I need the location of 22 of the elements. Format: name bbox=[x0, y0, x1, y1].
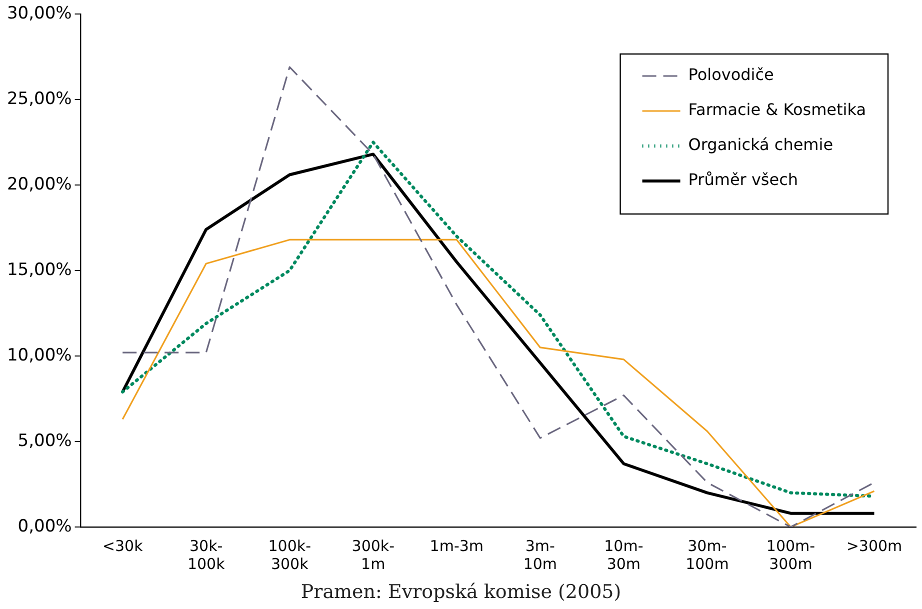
y-tick-label: 10,00% bbox=[6, 345, 72, 366]
legend-label: Polovodiče bbox=[688, 65, 774, 84]
x-tick-label: 3m-10m bbox=[523, 536, 558, 573]
x-tick-label: 10m-30m bbox=[604, 536, 644, 573]
x-tick-label: 1m-3m bbox=[430, 536, 484, 555]
legend-label: Organická chemie bbox=[688, 135, 834, 154]
x-tick-label: 30m-100m bbox=[686, 536, 729, 573]
x-tick-label: 30k-100k bbox=[187, 536, 226, 573]
x-tick-label: 300k-1m bbox=[352, 536, 394, 573]
y-tick-label: 25,00% bbox=[6, 88, 72, 109]
x-tick-label: <30k bbox=[102, 536, 144, 555]
legend-label: Průměr všech bbox=[688, 170, 798, 190]
y-tick-label: 15,00% bbox=[6, 260, 72, 280]
x-tick-label: >300m bbox=[846, 536, 902, 555]
text: Pramen: Evropská komise (2005) bbox=[300, 580, 622, 605]
y-tick-label: 30,00% bbox=[6, 3, 72, 24]
y-tick-label: 5,00% bbox=[18, 430, 72, 451]
x-tick-label: 100k-300k bbox=[268, 536, 311, 573]
x-tick-label: 100m-300m bbox=[766, 536, 816, 573]
legend-label: Farmacie & Kosmetika bbox=[688, 100, 866, 120]
y-tick-label: 0,00% bbox=[18, 516, 72, 536]
y-tick-label: 20,00% bbox=[6, 174, 72, 194]
